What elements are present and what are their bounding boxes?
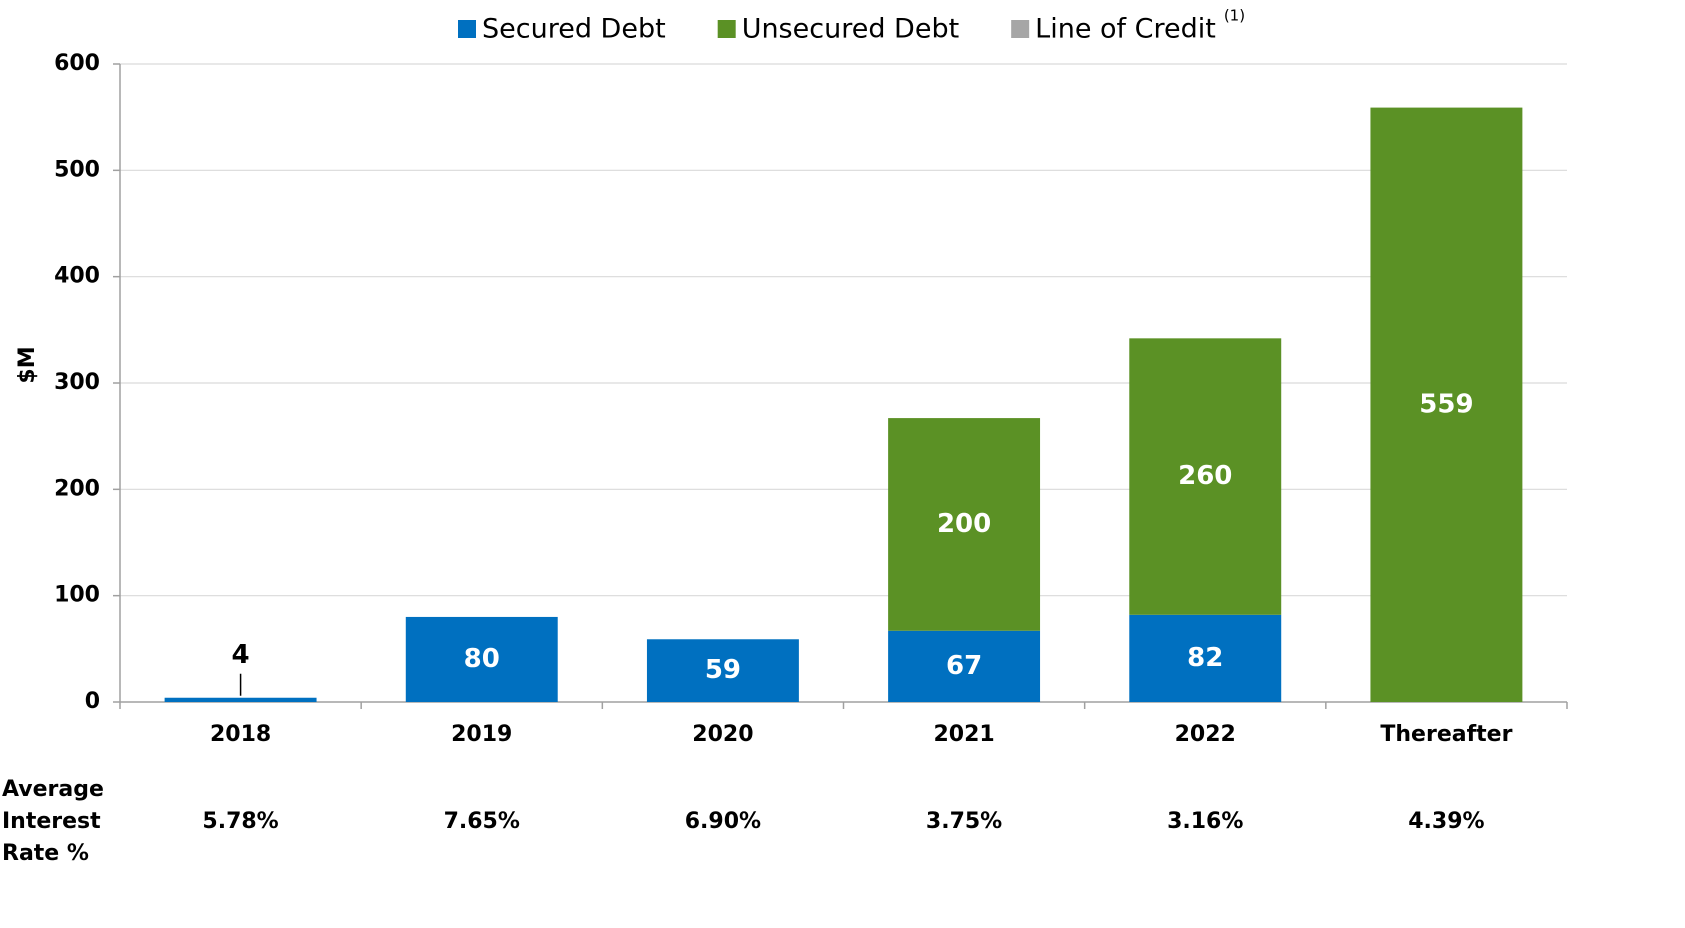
bar-segment xyxy=(1370,107,1523,702)
legend-swatch xyxy=(1011,20,1030,38)
rate-label: Rate % xyxy=(2,841,89,866)
rate-value: 6.90% xyxy=(685,809,761,834)
value-label: 59 xyxy=(705,655,741,685)
value-label: 67 xyxy=(946,651,982,681)
x-tick-label: 2018 xyxy=(210,722,271,747)
x-tick-label: 2019 xyxy=(451,722,512,747)
rate-value: 3.16% xyxy=(1167,809,1243,834)
x-tick-label: Thereafter xyxy=(1380,722,1512,747)
y-tick-label: 400 xyxy=(54,264,100,289)
legend-label: Line of Credit xyxy=(1035,14,1216,45)
legend-swatch xyxy=(458,20,476,38)
x-tick-label: 2021 xyxy=(933,722,994,747)
bar-segment xyxy=(164,697,317,702)
rate-value: 7.65% xyxy=(444,809,520,834)
value-label: 260 xyxy=(1178,461,1232,491)
y-tick-label: 300 xyxy=(54,370,100,395)
value-label: 80 xyxy=(464,644,500,674)
rate-label: Interest xyxy=(2,809,101,834)
bar-segment xyxy=(1129,614,1282,702)
rate-value: 3.75% xyxy=(926,809,1002,834)
value-label: 200 xyxy=(937,509,991,539)
value-label: 4 xyxy=(232,640,250,670)
bar-segment xyxy=(646,639,799,702)
legend-note: (1) xyxy=(1224,7,1245,25)
rate-label: Average xyxy=(2,777,104,802)
legend-label: Unsecured Debt xyxy=(742,14,959,45)
bar-segment xyxy=(1129,338,1282,615)
rate-value: 4.39% xyxy=(1408,809,1484,834)
y-tick-label: 100 xyxy=(54,583,100,608)
bar-segment xyxy=(405,616,558,702)
value-label: 82 xyxy=(1187,643,1223,673)
bar-segment xyxy=(888,418,1041,631)
y-tick-label: 600 xyxy=(54,51,100,76)
y-axis-label: $M xyxy=(15,346,40,383)
legend-swatch xyxy=(717,20,736,38)
y-tick-label: 200 xyxy=(54,476,100,501)
rate-value: 5.78% xyxy=(202,809,278,834)
x-tick-label: 2020 xyxy=(692,722,753,747)
y-tick-label: 500 xyxy=(54,157,100,182)
y-tick-label: 0 xyxy=(85,689,100,714)
x-tick-label: 2022 xyxy=(1175,722,1236,747)
bar-segment xyxy=(888,630,1041,702)
legend-label: Secured Debt xyxy=(482,14,666,45)
value-label: 559 xyxy=(1419,389,1473,419)
